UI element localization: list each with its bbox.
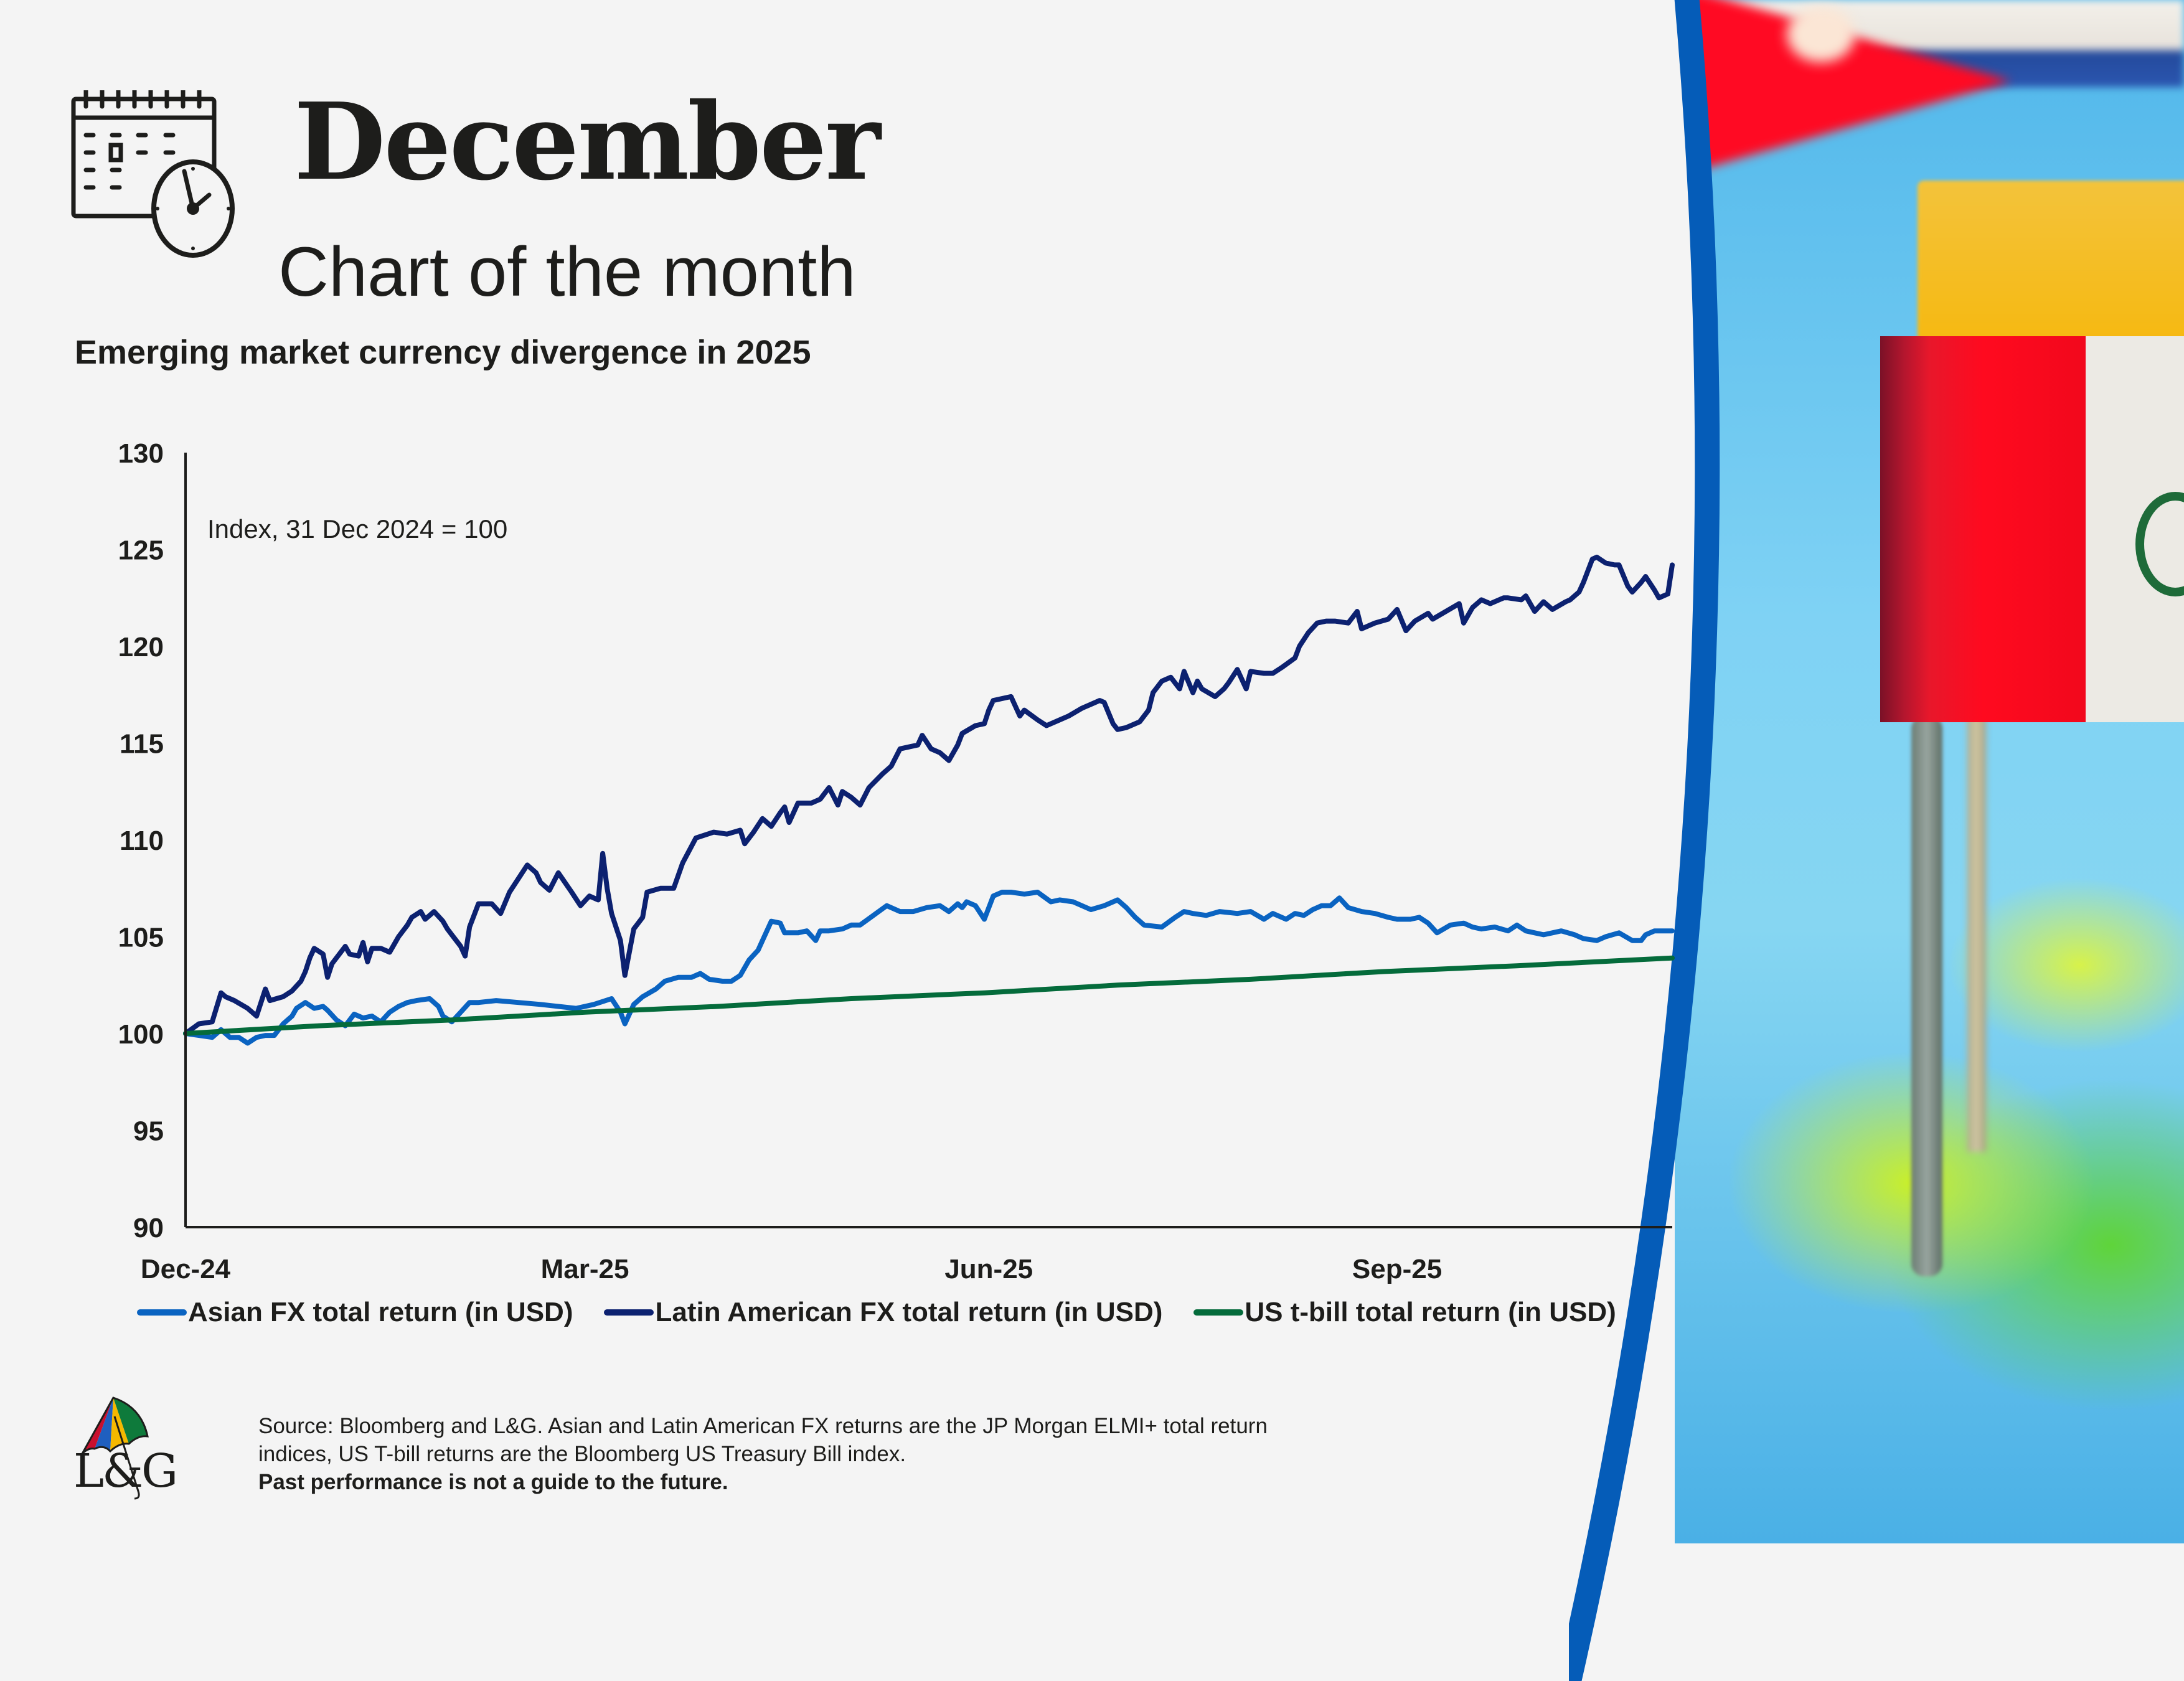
x-tick-label: Mar-25 (541, 1254, 629, 1284)
legend-swatch-latam (604, 1309, 654, 1316)
series-line-asian (183, 890, 1675, 1046)
flag-pole (1911, 716, 1942, 1276)
y-tick-label: 95 (133, 1116, 164, 1147)
source-line-2: indices, US T-bill returns are the Bloom… (258, 1442, 906, 1466)
x-tick-label: Dec-24 (141, 1254, 231, 1284)
y-tick-label: 125 (118, 535, 164, 566)
page-title: December (294, 80, 881, 204)
arc-stroke (1569, 0, 1720, 1681)
chart-legend: Asian FX total return (in USD) Latin Ame… (137, 1297, 1647, 1328)
chart-title: Emerging market currency divergence in 2… (75, 334, 811, 371)
x-tick-label: Sep-25 (1352, 1254, 1442, 1284)
chart-annotation: Index, 31 Dec 2024 = 100 (207, 514, 507, 544)
y-tick-label: 105 (118, 923, 164, 953)
y-tick-label: 115 (120, 729, 164, 760)
lg-logo-text: L&G (73, 1444, 178, 1498)
y-tick-label: 90 (133, 1213, 164, 1243)
legend-item-tbill: US t-bill total return (in USD) (1193, 1297, 1616, 1328)
flags-photo (1675, 0, 2184, 1543)
cuba-flag-star (1787, 6, 1855, 62)
calendar-clock-icon (71, 90, 235, 258)
umbrella-icon (81, 1396, 149, 1500)
page-subtitle: Chart of the month (278, 233, 856, 311)
disclaimer: Past performance is not a guide to the f… (258, 1470, 728, 1494)
series-line-tbill (183, 955, 1675, 1036)
y-tick-label: 100 (118, 1019, 164, 1050)
line-chart: 90 95 100 105 110 115 120 125 130 Dec-24 Mar-25 Ju… (118, 438, 1675, 1284)
peru-flag (1880, 336, 2184, 722)
legend-swatch-tbill (1193, 1309, 1244, 1316)
peru-flag-red (1880, 336, 2086, 722)
flag-pole-back (1967, 716, 1986, 1152)
legend-label-asian: Asian FX total return (in USD) (188, 1297, 573, 1327)
y-tick-label: 110 (120, 826, 164, 856)
x-tick-label: Jun-25 (944, 1254, 1033, 1284)
series-line-latam (183, 554, 1675, 1036)
legend-label-tbill: US t-bill total return (in USD) (1245, 1297, 1616, 1327)
legend-label-latam: Latin American FX total return (in USD) (655, 1297, 1163, 1327)
legend-item-latam: Latin American FX total return (in USD) (604, 1297, 1162, 1328)
source-note: Source: Bloomberg and L&G. Asian and Lat… (258, 1412, 1379, 1496)
panel-edge (1569, 0, 1708, 1681)
legend-item-asian: Asian FX total return (in USD) (137, 1297, 573, 1328)
yellow-flag (1918, 181, 2184, 355)
y-tick-label: 120 (118, 632, 164, 662)
blue-arc-divider (1569, 0, 1720, 1681)
source-line-1: Source: Bloomberg and L&G. Asian and Lat… (258, 1414, 1268, 1438)
y-tick-label: 130 (118, 438, 164, 469)
legend-swatch-asian (137, 1309, 187, 1316)
